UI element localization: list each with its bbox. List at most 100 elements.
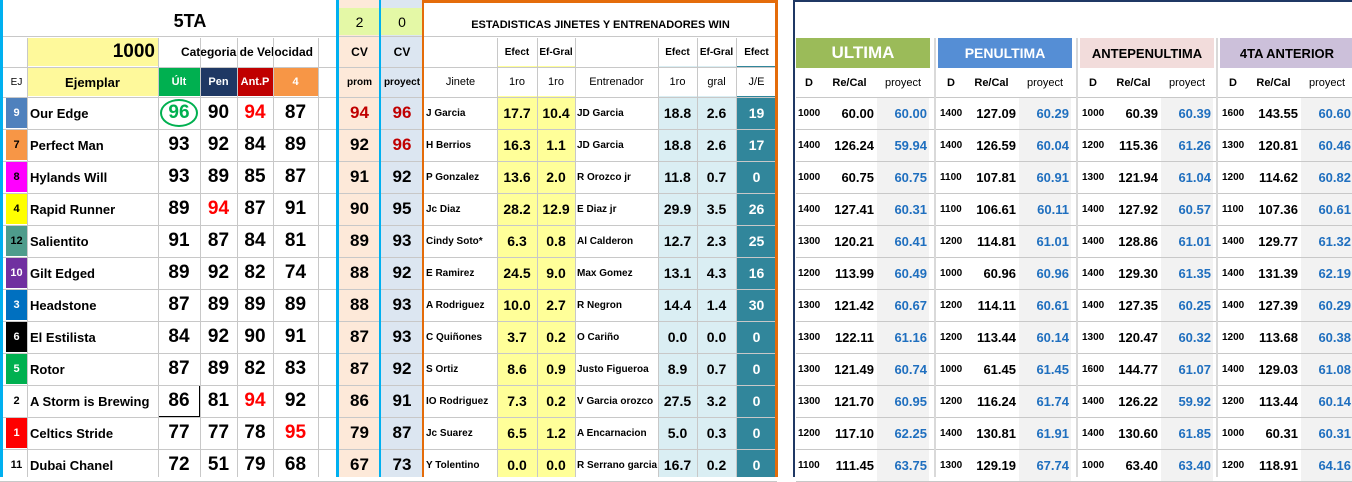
hist-recal: 60.75 [841, 169, 874, 185]
hist-proyect: 59.94 [877, 129, 929, 161]
hist-recal: 111.45 [835, 457, 874, 473]
hist-recal: 143.55 [1258, 105, 1298, 121]
hist-distance: 1400 [1222, 363, 1245, 375]
hist-distance: 1300 [798, 395, 821, 407]
hist-recal: 127.39 [1258, 297, 1298, 313]
jockey-name: J Garcia [426, 107, 466, 119]
row-divider [0, 385, 777, 386]
ult-rating: 87 [168, 294, 190, 315]
hist-recal: 118.91 [1258, 457, 1298, 473]
horse-name[interactable]: Salientito [30, 233, 89, 249]
pen-rating: 89 [207, 166, 230, 187]
cuarto-rating: 95 [284, 422, 307, 443]
ej-number: 3 [6, 290, 27, 320]
row-divider [796, 385, 1352, 386]
horse-name[interactable]: Our Edge [30, 105, 89, 121]
antp-rating: 94 [244, 102, 266, 123]
column-divider [318, 38, 319, 477]
hist-proyect: 60.31 [1301, 417, 1352, 449]
hist-recal: 127.09 [976, 105, 1016, 121]
cv-prom-count: 2 [339, 8, 380, 35]
history-header-3: 4TA ANTERIOR [1220, 38, 1352, 68]
horse-name[interactable]: A Storm is Brewing [30, 393, 150, 409]
trainer-efgral-header: Ef-Gral [697, 38, 736, 66]
row-divider [0, 97, 777, 98]
je-value: 26 [748, 201, 765, 217]
column-divider [200, 38, 201, 477]
pen-rating: 89 [207, 358, 230, 379]
trainer-efect: 11.8 [664, 169, 691, 185]
trainer-name: A Encarnacion [577, 427, 647, 439]
history-header-0: ULTIMA [796, 38, 930, 68]
trainer-efect: 0.0 [667, 329, 688, 345]
hist-proyect: 60.32 [1161, 321, 1213, 353]
horse-name[interactable]: El Estilista [30, 329, 96, 345]
trainer-gral-header: gral [697, 68, 736, 96]
column-divider [697, 38, 698, 477]
antp-rating: 89 [244, 294, 266, 315]
hist-proyect: 62.25 [877, 417, 929, 449]
row-divider [796, 321, 1352, 322]
horse-name[interactable]: Headstone [30, 297, 97, 313]
history-d-header: D [947, 77, 955, 89]
ult-rating: 89 [168, 198, 190, 219]
column-divider [736, 38, 737, 477]
trainer-efect: 12.7 [663, 233, 692, 249]
je-efect-header: Efect [736, 38, 777, 66]
hist-distance: 1100 [798, 459, 820, 471]
jockey-efgral: 0.0 [546, 457, 566, 473]
ej-number: 2 [6, 386, 27, 416]
jockey-name: E Ramirez [426, 267, 475, 279]
pen-header: Pen [200, 68, 237, 96]
hist-proyect: 60.95 [877, 385, 929, 417]
ej-number: 11 [6, 450, 27, 480]
hist-recal: 114.81 [976, 233, 1016, 249]
hist-distance: 1600 [1222, 107, 1245, 119]
hist-recal: 117.10 [834, 425, 874, 441]
hist-recal: 106.61 [976, 201, 1016, 217]
row-divider [0, 353, 777, 354]
trainer-gral: 3.2 [706, 393, 727, 409]
hist-distance: 1400 [940, 427, 963, 439]
row-divider [796, 97, 1352, 98]
history-recal-header: Re/Cal [832, 77, 867, 89]
je-value: 0 [752, 361, 761, 377]
trainer-efect: 18.8 [663, 105, 692, 121]
hist-distance: 1300 [798, 299, 821, 311]
hist-proyect: 59.92 [1161, 385, 1213, 417]
hist-proyect: 60.14 [1019, 321, 1071, 353]
hist-proyect: 61.91 [1019, 417, 1071, 449]
row-divider [0, 289, 777, 290]
trainer-1ro-header: 1ro [658, 68, 697, 96]
jockey-efgral: 1.1 [546, 137, 566, 153]
horse-name[interactable]: Rotor [30, 361, 65, 377]
cyan-border-mid [379, 0, 381, 477]
horse-name[interactable]: Perfect Man [30, 137, 104, 153]
horse-name[interactable]: Celtics Stride [30, 425, 114, 441]
horse-name[interactable]: Hylands Will [30, 169, 108, 185]
jockey-efect: 28.2 [503, 201, 531, 217]
jockey-efect: 17.7 [503, 105, 531, 121]
ej-number: 12 [6, 226, 27, 256]
row-divider [0, 161, 777, 162]
cv-proy-value: 93 [392, 231, 412, 250]
ult-rating: 86 [158, 385, 200, 417]
jockey-name: S Ortiz [426, 363, 459, 375]
je-value: 0 [752, 329, 761, 345]
hist-recal: 113.99 [834, 265, 874, 281]
trainer-name: R Negron [577, 299, 622, 311]
horse-name[interactable]: Dubai Chanel [30, 457, 114, 473]
hist-recal: 114.62 [1258, 169, 1298, 185]
trainer-gral: 0.7 [706, 169, 727, 185]
horse-name[interactable]: Rapid Runner [30, 201, 116, 217]
hist-recal: 127.92 [1118, 201, 1158, 217]
hist-distance: 1400 [798, 203, 821, 215]
trainer-name: JD Garcia [577, 107, 624, 119]
jockey-name: Y Tolentino [426, 459, 480, 471]
trainer-name: Justo Figueroa [577, 363, 649, 375]
ej-number: 4 [6, 194, 27, 224]
antp-header: Ant.P [237, 68, 273, 96]
horse-name[interactable]: Gilt Edged [30, 265, 95, 281]
trainer-name: R Serrano garcia [577, 459, 658, 471]
hist-distance: 1200 [1082, 139, 1105, 151]
